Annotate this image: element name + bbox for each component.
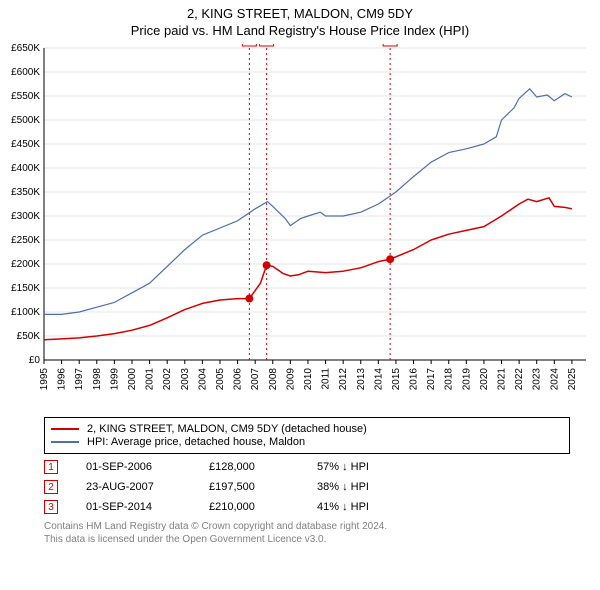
svg-text:£150K: £150K xyxy=(11,283,40,294)
svg-text:2006: 2006 xyxy=(233,368,244,391)
event-date: 01-SEP-2006 xyxy=(86,461,181,473)
svg-text:2014: 2014 xyxy=(373,368,384,391)
svg-text:2009: 2009 xyxy=(285,368,296,391)
svg-text:2010: 2010 xyxy=(303,368,314,391)
chart-area: £0 £50K £100K £150K £200K £250K £300K £350K £400… xyxy=(0,44,600,409)
svg-text:2013: 2013 xyxy=(356,368,367,391)
event-date: 23-AUG-2007 xyxy=(86,481,181,493)
svg-text:1997: 1997 xyxy=(74,368,85,391)
svg-text:2: 2 xyxy=(264,44,270,46)
svg-text:£450K: £450K xyxy=(11,139,40,150)
chart-subtitle: Price paid vs. HM Land Registry's House … xyxy=(0,23,600,38)
svg-text:£50K: £50K xyxy=(17,331,41,342)
svg-text:1995: 1995 xyxy=(39,368,50,391)
svg-text:2008: 2008 xyxy=(268,368,279,391)
legend-item: 2, KING STREET, MALDON, CM9 5DY (detache… xyxy=(51,423,563,435)
svg-text:1996: 1996 xyxy=(57,368,68,391)
svg-text:£100K: £100K xyxy=(11,307,40,318)
chart-title: 2, KING STREET, MALDON, CM9 5DY xyxy=(0,6,600,21)
svg-text:£550K: £550K xyxy=(11,91,40,102)
event-price: £128,000 xyxy=(209,461,289,473)
attribution-line2: This data is licensed under the Open Gov… xyxy=(44,533,570,546)
event-row: 3 01-SEP-2014 £210,000 41% ↓ HPI xyxy=(44,500,570,514)
svg-text:2021: 2021 xyxy=(497,368,508,391)
event-vs-hpi: 38% ↓ HPI xyxy=(317,481,369,493)
svg-text:£300K: £300K xyxy=(11,211,40,222)
svg-text:2005: 2005 xyxy=(215,368,226,391)
legend-label: HPI: Average price, detached house, Mald… xyxy=(87,436,305,448)
price-chart: £0 £50K £100K £150K £200K £250K £300K £350K £400… xyxy=(0,44,600,404)
attribution: Contains HM Land Registry data © Crown c… xyxy=(44,520,570,546)
legend-item: HPI: Average price, detached house, Mald… xyxy=(51,436,563,448)
svg-text:2018: 2018 xyxy=(444,368,455,391)
svg-text:2007: 2007 xyxy=(250,368,261,391)
event-row: 2 23-AUG-2007 £197,500 38% ↓ HPI xyxy=(44,480,570,494)
svg-text:2002: 2002 xyxy=(162,368,173,391)
svg-text:£500K: £500K xyxy=(11,115,40,126)
event-marker: 2 xyxy=(44,480,58,494)
svg-text:2003: 2003 xyxy=(180,368,191,391)
svg-text:2024: 2024 xyxy=(549,368,560,391)
svg-text:2025: 2025 xyxy=(567,368,578,391)
svg-text:£650K: £650K xyxy=(11,44,40,54)
event-date: 01-SEP-2014 xyxy=(86,501,181,513)
event-price: £197,500 xyxy=(209,481,289,493)
event-row: 1 01-SEP-2006 £128,000 57% ↓ HPI xyxy=(44,460,570,474)
svg-text:£350K: £350K xyxy=(11,187,40,198)
svg-text:2023: 2023 xyxy=(532,368,543,391)
legend-swatch xyxy=(51,428,79,430)
svg-text:2000: 2000 xyxy=(127,368,138,391)
svg-text:2001: 2001 xyxy=(145,368,156,391)
event-marker: 1 xyxy=(44,460,58,474)
legend: 2, KING STREET, MALDON, CM9 5DY (detache… xyxy=(44,417,570,454)
event-price: £210,000 xyxy=(209,501,289,513)
svg-text:2015: 2015 xyxy=(391,368,402,391)
svg-text:£200K: £200K xyxy=(11,259,40,270)
event-vs-hpi: 57% ↓ HPI xyxy=(317,461,369,473)
svg-text:1998: 1998 xyxy=(92,368,103,391)
svg-text:2012: 2012 xyxy=(338,368,349,391)
svg-text:1999: 1999 xyxy=(109,368,120,391)
svg-text:£600K: £600K xyxy=(11,67,40,78)
svg-text:£0: £0 xyxy=(29,355,41,366)
svg-text:2019: 2019 xyxy=(461,368,472,391)
svg-text:2017: 2017 xyxy=(426,368,437,391)
svg-text:£250K: £250K xyxy=(11,235,40,246)
svg-text:2020: 2020 xyxy=(479,368,490,391)
svg-text:£400K: £400K xyxy=(11,163,40,174)
svg-text:3: 3 xyxy=(387,44,393,46)
svg-text:1: 1 xyxy=(247,44,253,46)
event-marker: 3 xyxy=(44,500,58,514)
events-table: 1 01-SEP-2006 £128,000 57% ↓ HPI 2 23-AUG-200… xyxy=(44,460,570,514)
svg-text:2011: 2011 xyxy=(321,368,332,390)
svg-text:2016: 2016 xyxy=(409,368,420,391)
svg-text:2004: 2004 xyxy=(197,368,208,391)
legend-swatch xyxy=(51,441,79,443)
svg-text:2022: 2022 xyxy=(514,368,525,391)
legend-label: 2, KING STREET, MALDON, CM9 5DY (detache… xyxy=(87,423,367,435)
event-vs-hpi: 41% ↓ HPI xyxy=(317,501,369,513)
attribution-line1: Contains HM Land Registry data © Crown c… xyxy=(44,520,570,533)
